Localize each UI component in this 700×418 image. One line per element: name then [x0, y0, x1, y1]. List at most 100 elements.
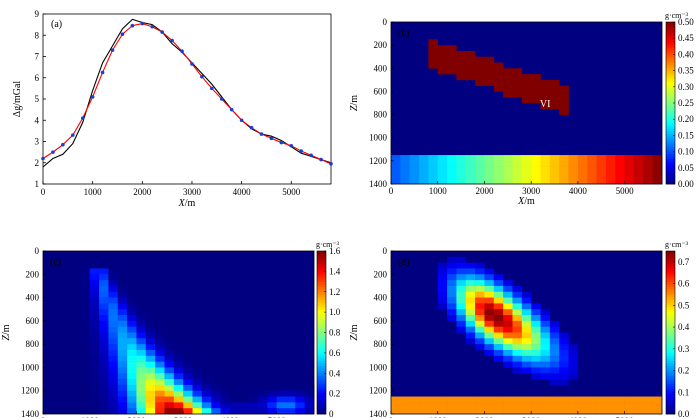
heatmap-cell [183, 402, 193, 409]
heatmap-cell [493, 85, 504, 92]
y-tick-label: 5 [35, 94, 40, 104]
heatmap-cell [145, 373, 156, 380]
heatmap-cell [80, 332, 91, 339]
heatmap-cell [183, 355, 193, 362]
heatmap-cell [127, 355, 137, 362]
heatmap-cell [512, 91, 523, 98]
heatmap-cell [493, 274, 504, 281]
heatmap-cell [493, 408, 504, 415]
colorbar-segment [666, 49, 675, 53]
heatmap-cell [419, 396, 429, 403]
heatmap-cell [89, 361, 100, 368]
colorbar-segment [666, 97, 675, 101]
x-tick-label: 2000 [475, 186, 494, 196]
heatmap-cells [391, 256, 663, 415]
heatmap-cell [89, 268, 100, 275]
panel-label-b: (b) [398, 28, 410, 39]
heatmap-cell [456, 274, 467, 281]
heatmap-cell [117, 297, 128, 304]
heatmap-cell [211, 384, 221, 392]
heatmap-cell [155, 396, 165, 403]
x-tick-label: 4000 [569, 416, 588, 418]
heatmap-cell [145, 332, 156, 339]
heatmap-cell [633, 178, 644, 185]
heatmap-cell [117, 402, 128, 409]
heatmap-cell [89, 373, 100, 380]
heatmap-cell [577, 160, 588, 167]
colorbar-tick-label: 0.3 [678, 344, 690, 354]
colorbar-tick-label: 0.8 [329, 328, 341, 338]
heatmap-cell [456, 160, 467, 167]
heatmap-cell [201, 402, 212, 409]
heatmap-cell [475, 268, 485, 275]
colorbar-segment [666, 47, 675, 51]
heatmap-cell [447, 62, 457, 69]
heatmap-cell [428, 160, 439, 167]
heatmap-cell [493, 320, 504, 327]
heatmap-cell [521, 408, 532, 415]
heatmap-cell [475, 402, 485, 409]
heatmap-cell [117, 367, 128, 374]
colorbar-segment [666, 309, 675, 313]
heatmap-cell [475, 155, 485, 162]
heatmap-cell [493, 178, 504, 185]
heatmap-cell [136, 332, 147, 339]
colorbar-unit: g·cm⁻³ [665, 240, 689, 249]
calculated-point [140, 21, 145, 26]
y-tick-label: 0 [383, 17, 388, 27]
heatmap-cell [512, 172, 523, 179]
heatmap-cell [80, 396, 91, 403]
heatmap-cell [229, 402, 240, 409]
heatmap-cell [127, 349, 137, 357]
heatmap-cell [99, 285, 109, 293]
colorbar-tick-label: 0.25 [678, 98, 694, 108]
heatmap-cell [503, 320, 513, 327]
colorbar-segment [317, 391, 326, 395]
heatmap-cell [80, 384, 91, 392]
heatmap-cell [493, 74, 504, 81]
colorbar-segment [317, 396, 326, 400]
y-tick-label: 7 [35, 52, 40, 62]
heatmap-cell [521, 303, 532, 310]
heatmap-cell [211, 408, 221, 415]
heatmap-cell [419, 160, 429, 167]
colorbar-segment [317, 284, 326, 288]
heatmap-cell [503, 408, 513, 415]
x-tick-label: 0 [389, 416, 394, 418]
heatmap-cell [89, 309, 100, 316]
heatmap-cell [391, 172, 401, 179]
heatmap-cell [108, 396, 119, 403]
x-tick-label: 5000 [282, 187, 301, 197]
heatmap-cell [391, 166, 401, 173]
heatmap-cell [475, 315, 485, 322]
heatmap-cell [89, 326, 100, 333]
colorbar-segment [666, 268, 675, 272]
colorbar-segment [317, 393, 326, 397]
colorbar-segment [317, 352, 326, 356]
heatmap-cell [456, 268, 467, 275]
calculated-point [51, 150, 55, 154]
colorbar-segment [317, 398, 326, 402]
heatmap-cell [531, 160, 541, 167]
heatmap-cell [456, 280, 467, 287]
heatmap-cell [80, 320, 91, 327]
heatmap-cell [447, 285, 457, 293]
colorbar-segment [317, 401, 326, 405]
heatmap-cell [400, 396, 410, 403]
heatmap-cell [409, 166, 420, 173]
colorbar-segment [666, 118, 675, 122]
heatmap-cell [127, 361, 137, 368]
heatmap-cell [220, 402, 231, 409]
colorbar-segment [317, 368, 326, 372]
heatmap-cell [549, 91, 560, 98]
heatmap-cell [99, 384, 109, 392]
heatmap-cell [596, 178, 607, 185]
colorbar-segment [666, 370, 675, 374]
heatmap-cell [99, 274, 109, 281]
heatmap-cell [568, 349, 579, 357]
colorbar-segment [666, 92, 675, 96]
heatmap-cell [173, 390, 184, 397]
heatmap-cell [521, 361, 532, 368]
heatmap-cell [531, 315, 541, 322]
heatmap-cell [220, 384, 231, 392]
